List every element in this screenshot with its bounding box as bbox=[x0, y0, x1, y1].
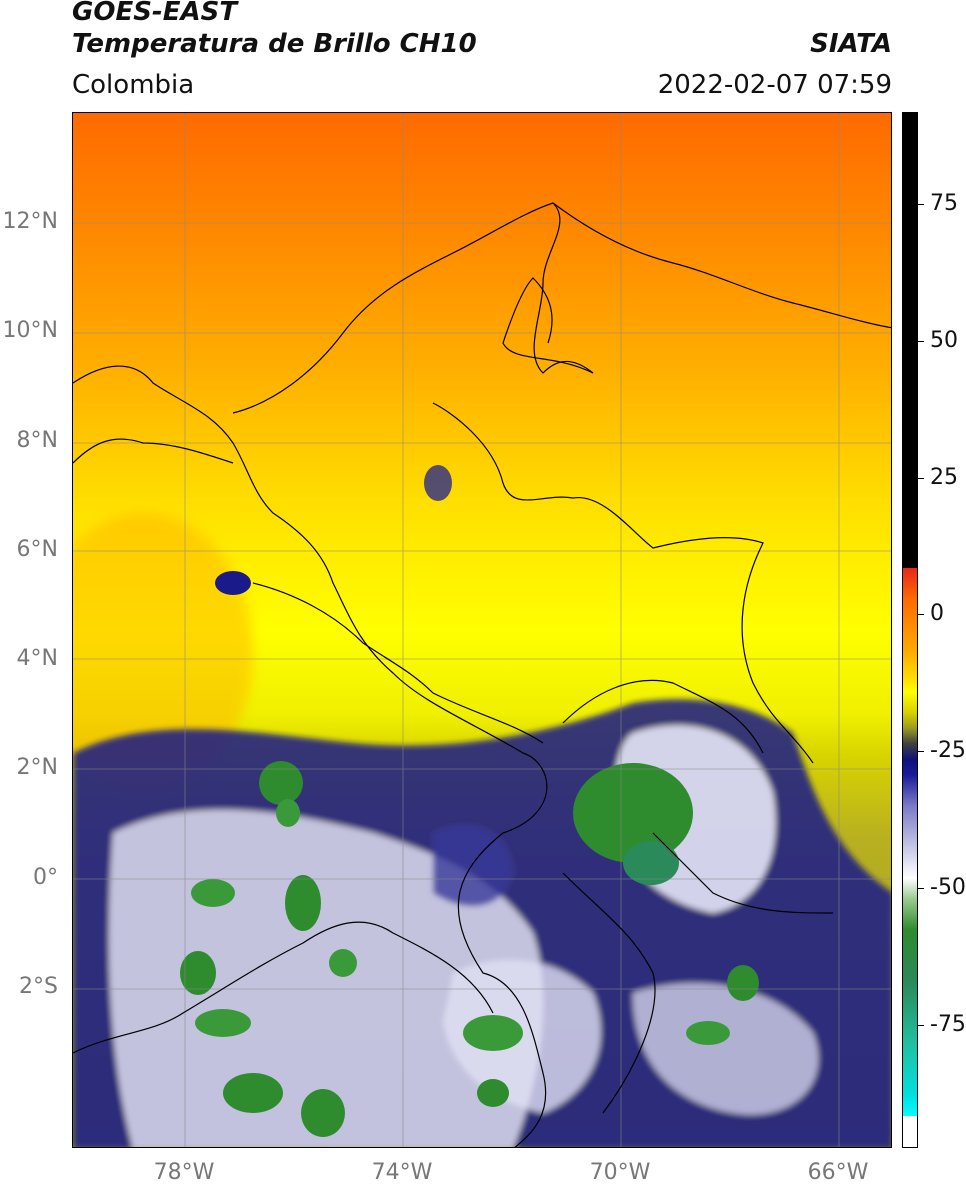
lat-label-10n: 10°N bbox=[2, 318, 58, 343]
colorbar-tick bbox=[918, 478, 924, 479]
colorbar-tick bbox=[918, 751, 924, 752]
timestamp-label: 2022-02-07 07:59 bbox=[657, 70, 892, 100]
colorbar bbox=[902, 112, 918, 1148]
lat-label-8n: 8°N bbox=[16, 428, 58, 453]
organization-label: SIATA bbox=[810, 29, 892, 59]
colorbar-label-50: 50 bbox=[930, 328, 958, 353]
lat-label-12n: 12°N bbox=[2, 209, 58, 234]
colorbar-tick bbox=[918, 341, 924, 342]
satellite-map-image bbox=[73, 113, 891, 1147]
colorbar-tick bbox=[918, 888, 924, 889]
lat-label-2n: 2°N bbox=[16, 755, 58, 780]
lon-label-70w: 70°W bbox=[589, 1160, 651, 1185]
cold-cloud-tops bbox=[180, 465, 759, 1137]
product-subtitle: Temperatura de Brillo CH10 bbox=[72, 29, 477, 59]
colorbar-label-minus-75: -75 bbox=[930, 1012, 966, 1037]
colorbar-label-75: 75 bbox=[930, 191, 958, 216]
lat-label-6n: 6°N bbox=[16, 537, 58, 562]
lat-label-2s: 2°S bbox=[19, 974, 58, 999]
lat-label-4n: 4°N bbox=[16, 646, 58, 671]
product-title: GOES-EAST bbox=[72, 0, 238, 27]
convection-cloud-field bbox=[73, 699, 891, 1147]
colorbar-label-minus-25: -25 bbox=[930, 738, 966, 763]
lon-label-66w: 66°W bbox=[807, 1160, 869, 1185]
satellite-map bbox=[72, 112, 892, 1148]
colorbar-tick bbox=[918, 204, 924, 205]
lat-label-0: 0° bbox=[33, 865, 58, 890]
lon-label-78w: 78°W bbox=[153, 1160, 215, 1185]
colorbar-tick bbox=[918, 614, 924, 615]
country-borders bbox=[73, 202, 891, 1147]
colorbar-label-0: 0 bbox=[930, 601, 944, 626]
graticule bbox=[73, 113, 891, 1147]
colorbar-tick bbox=[918, 1025, 924, 1026]
colorbar-label-minus-50: -50 bbox=[930, 875, 966, 900]
region-label: Colombia bbox=[72, 70, 195, 100]
colorbar-label-25: 25 bbox=[930, 465, 958, 490]
lon-label-74w: 74°W bbox=[371, 1160, 433, 1185]
